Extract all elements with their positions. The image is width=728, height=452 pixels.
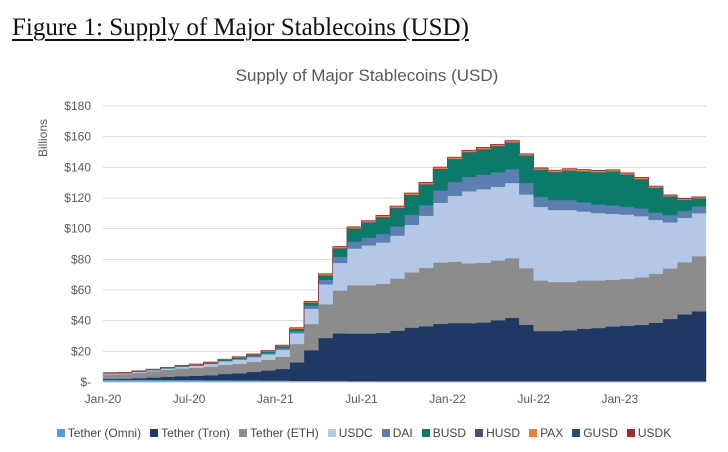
legend-swatch xyxy=(381,429,390,437)
legend-item: GUSD xyxy=(572,426,618,440)
y-tick-label: $180 xyxy=(64,99,91,113)
legend-item: DAI xyxy=(381,426,413,440)
legend-item: Tether (ETH) xyxy=(239,426,319,440)
y-tick-label: $80 xyxy=(71,252,91,266)
area-series-usdk xyxy=(102,140,707,373)
y-axis-label: Billions xyxy=(36,119,50,157)
legend-label: PAX xyxy=(540,426,564,440)
legend-label: Tether (Tron) xyxy=(161,426,231,440)
legend-swatch xyxy=(529,429,538,437)
y-tick-label: $160 xyxy=(64,130,91,144)
x-tick-label: Jan-20 xyxy=(85,392,122,406)
legend-swatch xyxy=(475,429,484,437)
legend-item: USDK xyxy=(626,426,672,440)
legend-label: HUSD xyxy=(486,426,521,440)
legend-label: USDK xyxy=(637,426,672,440)
figure-caption: Figure 1: Supply of Major Stablecoins (U… xyxy=(12,14,469,41)
y-tick-label: $140 xyxy=(64,160,91,174)
legend-swatch xyxy=(150,429,159,437)
legend-label: DAI xyxy=(392,426,413,440)
legend-item: HUSD xyxy=(475,426,520,440)
chart-legend: Tether (Omni) Tether (Tron) Tether (ETH) US… xyxy=(0,426,728,440)
legend-item: USDC xyxy=(327,426,373,440)
legend-item: BUSD xyxy=(421,426,467,440)
legend-swatch xyxy=(572,429,581,437)
x-tick-label: Jul-22 xyxy=(517,392,550,406)
x-tick-label: Jan-23 xyxy=(602,392,639,406)
legend-swatch xyxy=(327,429,336,437)
x-tick-label: Jul-20 xyxy=(173,392,206,406)
legend-label: Tether (ETH) xyxy=(250,426,319,440)
legend-item: Tether (Omni) xyxy=(56,426,142,440)
chart-title: Supply of Major Stablecoins (USD) xyxy=(236,66,499,85)
y-tick-label: $40 xyxy=(71,314,91,328)
x-tick-label: Jan-22 xyxy=(429,392,466,406)
stablecoin-supply-chart: Supply of Major Stablecoins (USD) Billio… xyxy=(36,66,707,406)
x-tick-label: Jan-21 xyxy=(257,392,294,406)
y-tick-label: $20 xyxy=(71,344,91,358)
legend-swatch xyxy=(421,429,430,437)
y-tick-label: $60 xyxy=(71,283,91,297)
legend-label: USDC xyxy=(338,426,373,440)
legend-item: PAX xyxy=(529,426,563,440)
y-tick-label: $100 xyxy=(64,222,91,236)
legend-swatch xyxy=(626,429,635,437)
legend-label: GUSD xyxy=(583,426,618,440)
y-tick-label: $- xyxy=(80,375,91,389)
y-tick-label: $120 xyxy=(64,191,91,205)
legend-label: BUSD xyxy=(432,426,467,440)
legend-swatch xyxy=(239,429,248,437)
axes: $- $20 $40 $60 $80 $100 $120 $140 $160 $180 Jan-20… xyxy=(64,99,706,406)
legend-swatch xyxy=(56,429,65,437)
stacked-areas xyxy=(102,140,707,383)
x-tick-label: Jul-21 xyxy=(345,392,378,406)
legend-item: Tether (Tron) xyxy=(150,426,230,440)
legend-label: Tether (Omni) xyxy=(67,426,142,440)
